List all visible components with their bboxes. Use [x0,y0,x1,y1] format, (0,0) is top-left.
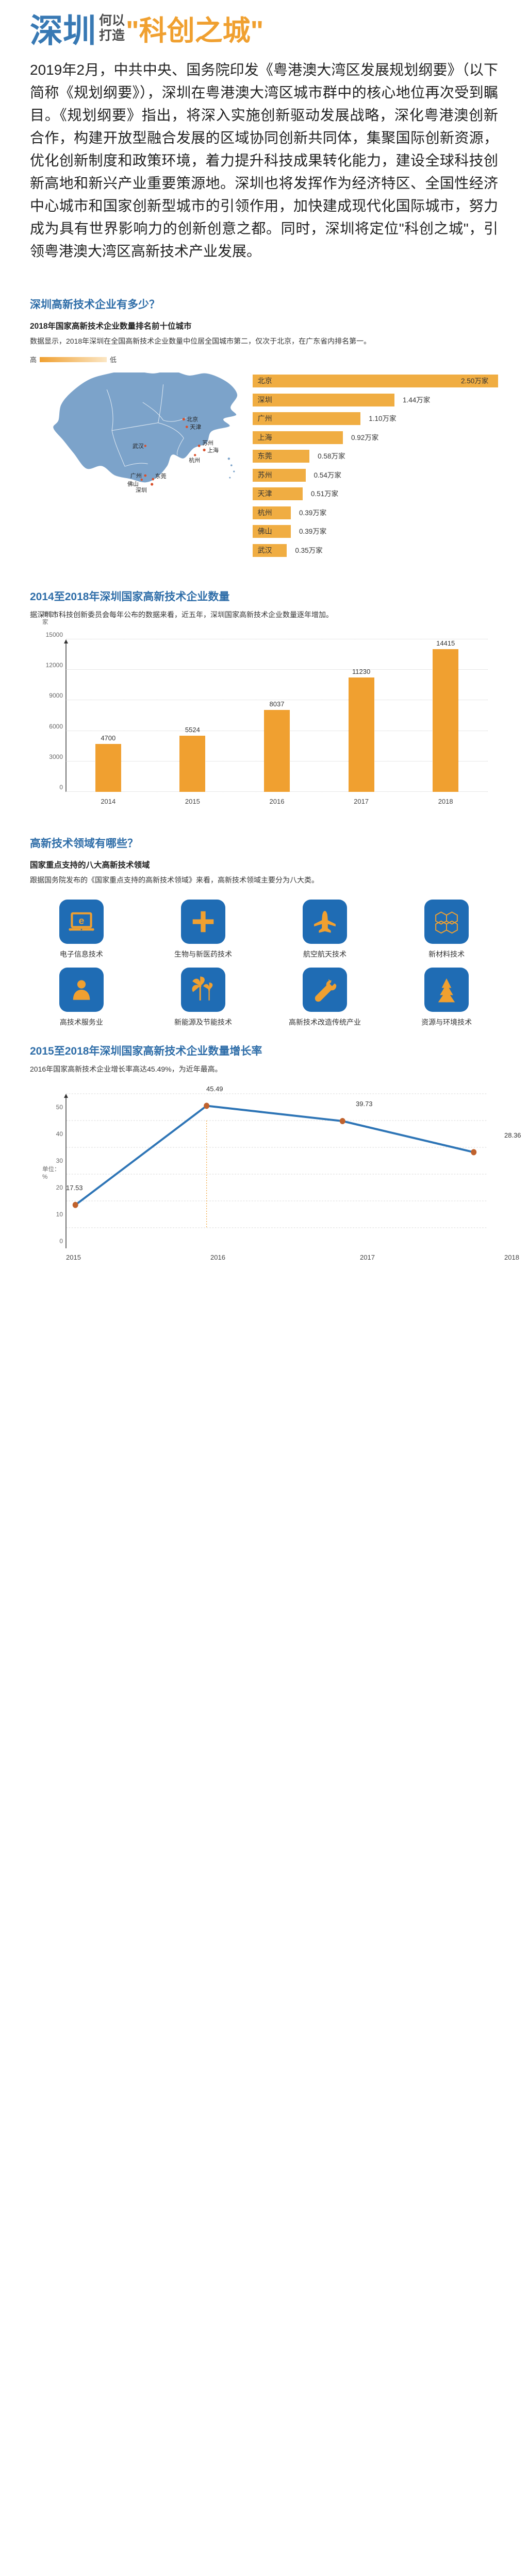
svg-text:深圳: 深圳 [136,487,147,494]
svg-text:上海: 上海 [207,446,219,453]
svg-text:天津: 天津 [190,424,201,431]
svg-text:苏州: 苏州 [202,439,213,446]
svg-text:杭州: 杭州 [189,456,200,464]
svg-text:e: e [78,916,84,927]
svg-text:东莞: 东莞 [155,473,167,480]
svg-text:北京: 北京 [187,416,198,423]
svg-text:武汉: 武汉 [133,443,144,449]
svg-text:广州: 广州 [130,472,142,479]
svg-text:佛山: 佛山 [127,481,139,487]
